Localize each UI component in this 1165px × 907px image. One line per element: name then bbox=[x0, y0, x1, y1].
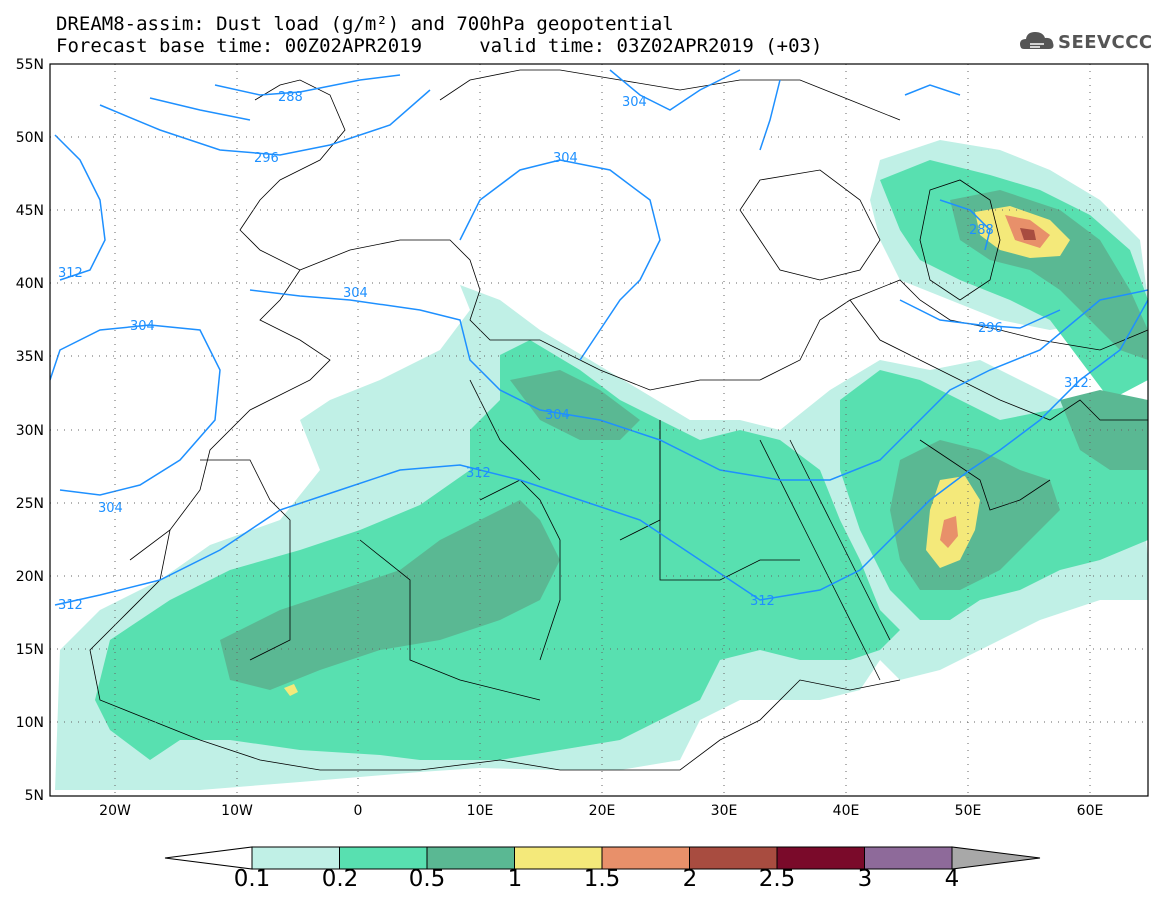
coastline-gulf-of-guinea bbox=[89, 529, 901, 771]
contour-label: 304 bbox=[545, 408, 570, 423]
contour-east-loop bbox=[759, 79, 781, 151]
border-libya bbox=[619, 420, 661, 541]
contour-288-east bbox=[939, 199, 991, 251]
colorbar-over-arrow bbox=[951, 846, 1041, 870]
colorbar-label: 0.5 bbox=[408, 866, 446, 892]
coastline-persian-gulf bbox=[919, 439, 1051, 511]
dust-area-orange-arabia bbox=[940, 516, 958, 548]
coastline-west-europe-africa bbox=[129, 79, 346, 561]
contour-label: 304 bbox=[130, 319, 155, 334]
lon-label: 30E bbox=[710, 803, 738, 819]
contour-east-north bbox=[904, 84, 961, 96]
colorbar-label: 1 bbox=[507, 866, 523, 892]
contour-312-west bbox=[54, 134, 106, 281]
colorbar-label: 4 bbox=[944, 866, 960, 892]
colorbar-label: 3 bbox=[857, 866, 873, 892]
lon-label: 0 bbox=[353, 803, 363, 819]
lon-label: 10E bbox=[466, 803, 494, 819]
graticule bbox=[50, 64, 1148, 796]
contour-label: 312 bbox=[466, 466, 491, 481]
lon-label: 50E bbox=[954, 803, 982, 819]
contour-304-central bbox=[459, 159, 661, 361]
contour-label: 304 bbox=[98, 501, 123, 516]
lon-label: 60E bbox=[1076, 803, 1104, 819]
lon-label: 40E bbox=[832, 803, 860, 819]
map-title: DREAM8-assim: Dust load (g/m²) and 700hP… bbox=[56, 13, 674, 35]
colorbar-label: 1.5 bbox=[583, 866, 621, 892]
forecast-times: Forecast base time: 00Z02APR2019 valid t… bbox=[56, 35, 823, 57]
contour-label: 296 bbox=[254, 151, 279, 166]
map-frame bbox=[49, 63, 1149, 797]
contour-296b bbox=[149, 97, 251, 121]
dust-area-mid-caspian bbox=[880, 160, 1148, 400]
colorbar-boxes bbox=[251, 846, 953, 870]
dust-area-darkred-caspian bbox=[1020, 228, 1036, 240]
contour-label-group: 288 296 304 304 304 312 304 304 312 304 … bbox=[58, 90, 1089, 613]
lat-label: 45N bbox=[15, 203, 44, 219]
border-iran bbox=[999, 399, 1148, 421]
contour-304-main bbox=[249, 289, 1148, 481]
geopotential-contours bbox=[50, 69, 1148, 606]
border-turkey-iraq bbox=[849, 299, 1001, 401]
border-mali-niger bbox=[359, 539, 541, 701]
contour-label: 304 bbox=[343, 286, 368, 301]
contour-label: 312 bbox=[58, 266, 83, 281]
coastline-red-sea-east bbox=[789, 439, 891, 641]
colorbar-label: 0.1 bbox=[233, 866, 271, 892]
lat-label: 20N bbox=[15, 569, 44, 585]
dust-field bbox=[55, 140, 1148, 790]
cloud-icon bbox=[1020, 32, 1054, 49]
contour-296-west bbox=[99, 89, 431, 156]
lat-label: 50N bbox=[15, 130, 44, 146]
colorbar-label: 2.5 bbox=[758, 866, 796, 892]
contour-312-main bbox=[54, 299, 1148, 606]
coastline-north-europe bbox=[439, 69, 901, 121]
seevccc-logo: SEEVCCC bbox=[1018, 27, 1158, 57]
lon-label: 20W bbox=[99, 803, 131, 819]
lat-label: 40N bbox=[15, 276, 44, 292]
lat-label: 10N bbox=[15, 715, 44, 731]
border-niger-chad bbox=[479, 479, 561, 661]
colorbar-label: 2 bbox=[682, 866, 698, 892]
contour-label: 288 bbox=[969, 223, 994, 238]
border-egypt-sudan bbox=[659, 420, 800, 581]
dust-area-yellow-sahel bbox=[284, 684, 298, 696]
coastline-black-sea bbox=[739, 169, 881, 281]
contour-label: 288 bbox=[278, 90, 303, 105]
contour-label: 312 bbox=[58, 598, 83, 613]
contour-304-north bbox=[609, 69, 741, 111]
lat-label: 25N bbox=[15, 496, 44, 512]
lon-label: 10W bbox=[221, 803, 253, 819]
lon-label: 20E bbox=[588, 803, 616, 819]
lat-label: 55N bbox=[15, 57, 44, 73]
coastline-caspian bbox=[919, 179, 1001, 301]
lat-label: 35N bbox=[15, 349, 44, 365]
contour-label: 296 bbox=[978, 321, 1003, 336]
dust-area-high-east bbox=[1060, 390, 1148, 470]
lat-label: 30N bbox=[15, 423, 44, 439]
contour-label: 304 bbox=[553, 151, 578, 166]
contour-label: 304 bbox=[622, 95, 647, 110]
contour-label: 312 bbox=[1064, 376, 1089, 391]
lat-label: 15N bbox=[15, 642, 44, 658]
logo-text: SEEVCCC bbox=[1058, 32, 1153, 53]
colorbar-label: 0.2 bbox=[321, 866, 359, 892]
contour-304-atlantic bbox=[50, 324, 221, 496]
contour-296-east bbox=[899, 299, 1061, 329]
dust-area-high bbox=[220, 500, 560, 690]
contour-label: 312 bbox=[750, 594, 775, 609]
lat-label: 5N bbox=[24, 788, 44, 804]
contour-288-west bbox=[214, 74, 401, 96]
